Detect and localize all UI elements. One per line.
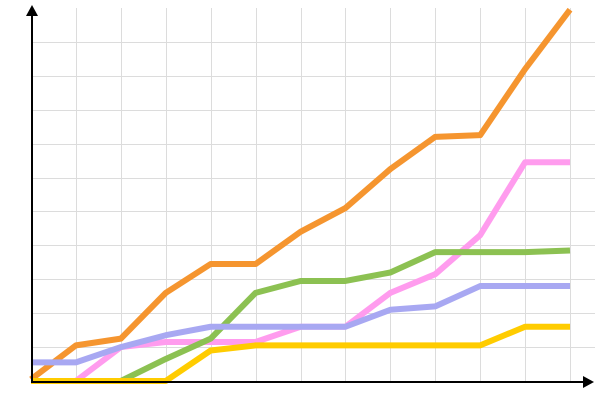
x-axis-arrowhead — [583, 376, 594, 388]
series-line-purple — [31, 283, 570, 366]
series-line-orange — [29, 7, 573, 382]
series-line-green — [31, 247, 571, 384]
y-axis-arrowhead — [26, 5, 38, 16]
series-lines — [29, 7, 573, 384]
axes — [26, 5, 594, 388]
